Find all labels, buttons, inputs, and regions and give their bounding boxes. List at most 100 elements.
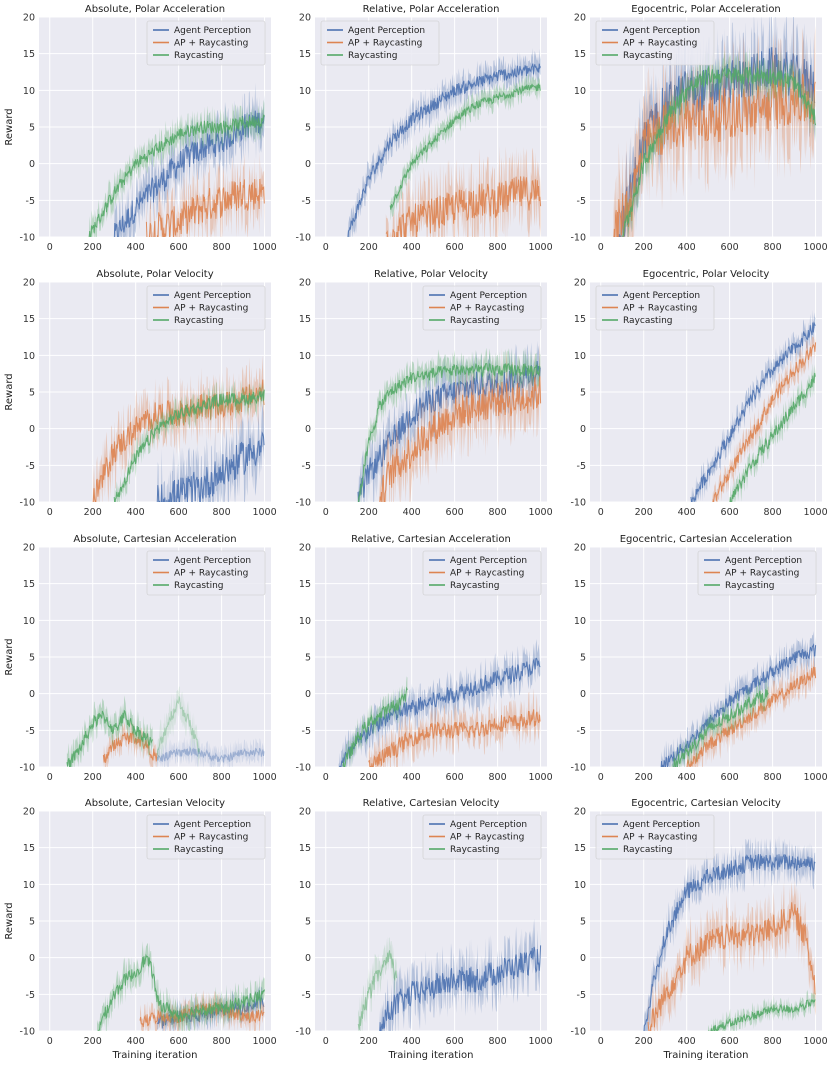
x-tick-label: 0 [598,1036,604,1047]
legend: Agent Perception AP + Raycasting Raycastin… [146,814,266,860]
x-tick-label: 0 [598,772,604,783]
x-tick-label: 800 [213,772,231,783]
series-line [156,746,265,763]
subplot-title: Relative, Cartesian Acceleration [351,534,511,545]
y-axis-label: Reward [4,108,15,145]
y-axis-label: Reward [4,373,15,410]
x-tick-label: 400 [127,1036,145,1047]
y-tick-label: -5 [577,726,586,737]
series-band [643,835,816,1031]
x-tick-label: 200 [635,507,653,518]
legend-box [595,20,715,66]
x-tick-label: 1000 [803,507,827,518]
series-line [66,709,154,767]
series-band [358,347,541,502]
legend-label: AP + Raycasting [623,39,697,49]
series-line [145,178,265,237]
legend-label: Agent Perception [725,556,802,566]
legend-label: Raycasting [174,845,224,855]
series-band [114,378,265,502]
y-tick-label: 15 [299,314,311,325]
y-tick-label: -10 [295,233,311,244]
series-line [339,657,541,767]
x-tick-label: 800 [764,242,782,253]
legend: Agent Perception AP + Raycasting Raycastin… [146,550,266,596]
legend-box [422,550,542,596]
x-tick-label: 200 [360,1036,378,1047]
legend-box [146,285,266,331]
series-band [92,355,265,502]
x-tick-label: 200 [360,507,378,518]
legend-label: Raycasting [348,51,398,61]
legend-box [595,814,715,860]
series-line [368,709,541,767]
x-tick-label: 200 [84,242,102,253]
y-tick-label: -5 [26,726,35,737]
y-tick-label: 10 [574,86,586,97]
x-tick-label: 0 [47,507,53,518]
legend-label: Agent Perception [348,26,425,36]
x-tick-label: 200 [635,772,653,783]
x-tick-label: 1000 [528,1036,552,1047]
subplot-title: Egocentric, Polar Acceleration [631,4,781,15]
x-tick-label: 1000 [252,507,276,518]
y-tick-label: 20 [299,543,311,554]
subplot-title: Absolute, Polar Velocity [96,269,213,280]
y-tick-label: 20 [574,13,586,24]
series-band [157,686,200,767]
subplot-7: 0 200 400 600 800 1000 -10 -5 0 5 10 15 20 Absolute, … [4,534,277,783]
x-tick-label: 400 [678,772,696,783]
legend-label: Raycasting [725,581,775,591]
y-tick-label: -10 [19,763,35,774]
series-line [622,65,817,237]
y-tick-label: 10 [574,880,586,891]
x-tick-label: 400 [403,242,421,253]
y-tick-label: 0 [580,689,586,700]
x-tick-label: 0 [598,507,604,518]
y-tick-label: 15 [574,314,586,325]
x-tick-label: 600 [446,772,464,783]
x-tick-label: 800 [764,1036,782,1047]
subplot-title: Relative, Polar Velocity [374,269,488,280]
subplot-1: 0 200 400 600 800 1000 -10 -5 0 5 10 15 20 Absolute, … [4,4,277,253]
series-line [379,376,542,502]
legend-label: Raycasting [623,845,673,855]
subplot-title: Egocentric, Cartesian Acceleration [620,534,793,545]
legend-label: AP + Raycasting [623,304,697,314]
y-axis-label: Reward [4,902,15,939]
series-line [618,47,816,237]
legend-label: Agent Perception [174,26,251,36]
y-tick-label: -5 [26,461,35,472]
y-tick-label: 5 [29,123,35,134]
x-tick-label: 200 [84,772,102,783]
x-tick-label: 0 [323,1036,329,1047]
legend-label: AP + Raycasting [174,304,248,314]
x-tick-label: 600 [170,1036,188,1047]
x-tick-label: 1000 [528,772,552,783]
y-tick-label: -10 [570,233,586,244]
legend: Agent Perception AP + Raycasting Raycastin… [320,20,440,66]
x-tick-label: 1000 [803,242,827,253]
x-axis-label: Training iteration [388,1050,474,1061]
y-tick-label: -5 [26,196,35,207]
legend-label: Raycasting [174,581,224,591]
y-tick-label: -5 [577,461,586,472]
x-tick-label: 1000 [528,507,552,518]
y-tick-label: -10 [295,1027,311,1038]
subplot-3: 0 200 400 600 800 1000 -10 -5 0 5 10 15 20 Egocentric… [570,4,827,253]
x-tick-label: 0 [323,507,329,518]
y-tick-label: 10 [574,616,586,627]
x-tick-label: 600 [170,242,188,253]
y-tick-label: 10 [299,616,311,627]
series-line [729,372,816,502]
y-tick-label: -10 [570,498,586,509]
legend-label: AP + Raycasting [623,833,697,843]
subplot-2: 0 200 400 600 800 1000 -10 -5 0 5 10 15 20 Relative, … [295,4,552,253]
legend-label: Agent Perception [174,820,251,830]
y-tick-label: 0 [305,953,311,964]
x-tick-label: 1000 [528,242,552,253]
legend-label: Agent Perception [450,291,527,301]
series-band [88,99,265,237]
y-tick-label: 5 [305,388,311,399]
x-tick-label: 200 [84,507,102,518]
